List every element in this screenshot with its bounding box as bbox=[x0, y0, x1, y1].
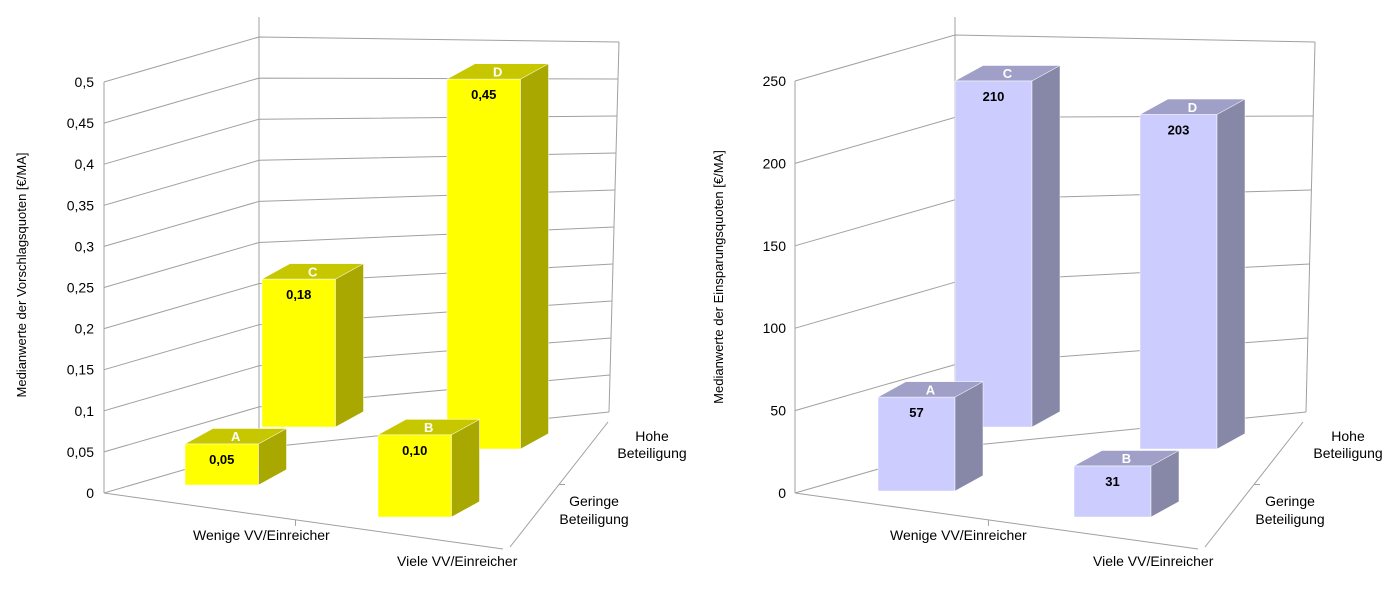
y-axis-label: Medianwerte der Einsparungsquoten [€/MA] bbox=[711, 150, 726, 404]
bar-value-label: 0,05 bbox=[209, 452, 234, 467]
y-axis-label: Medianwerte der Vorschlagsquoten [€/MA] bbox=[14, 153, 29, 398]
bar-front-face bbox=[1139, 114, 1218, 450]
depth-category-label-line2: Beteiligung bbox=[559, 511, 628, 527]
bar-category-label: C bbox=[308, 264, 318, 279]
bar-category-label: B bbox=[424, 420, 433, 435]
y-tick-label: 150 bbox=[763, 238, 787, 254]
bar-D: D 203 bbox=[1139, 98, 1246, 450]
bar-A: A57 bbox=[877, 381, 984, 492]
bar-D: D 0,45 bbox=[446, 63, 549, 450]
y-tick-label: 0,35 bbox=[67, 197, 94, 213]
bar-value-label: 57 bbox=[909, 405, 923, 420]
bar-value-label: 31 bbox=[1105, 474, 1119, 489]
bar-category-label: B bbox=[1122, 451, 1131, 466]
bar-top-face bbox=[1139, 98, 1246, 115]
bar-side-face bbox=[335, 263, 364, 428]
bar-C: C 210 bbox=[954, 65, 1061, 428]
y-tick-label: 0,4 bbox=[75, 156, 95, 172]
bar-value-label: 0,18 bbox=[286, 287, 311, 302]
y-tick-label: 0,05 bbox=[67, 444, 94, 460]
bar-side-face bbox=[954, 381, 984, 492]
y-tick-label: 0,2 bbox=[75, 321, 95, 337]
depth-category-label-line1: Geringe bbox=[569, 493, 619, 509]
bar-category-label: D bbox=[493, 64, 502, 79]
bar-side-face bbox=[1031, 65, 1061, 428]
right-wall-edge bbox=[1305, 41, 1316, 413]
bar-front-face bbox=[446, 78, 521, 450]
bar-front-face bbox=[954, 80, 1033, 428]
depth-category-label-line1: Hohe bbox=[635, 428, 669, 444]
bar-top-face bbox=[377, 419, 480, 436]
x-category-label: Wenige VV/Einreicher bbox=[193, 527, 330, 543]
bar-top-face bbox=[954, 65, 1061, 82]
bar-value-label: 0,45 bbox=[471, 87, 496, 102]
y-tick-label: 0,3 bbox=[75, 238, 95, 254]
y-tick-label: 200 bbox=[763, 155, 787, 171]
y-tick-label: 0,15 bbox=[67, 362, 94, 378]
bar-top-face bbox=[184, 428, 287, 445]
x-axis-line bbox=[794, 492, 1199, 550]
y-tick-label: 50 bbox=[770, 403, 786, 419]
bar-top-face bbox=[446, 63, 549, 80]
chart-einsparungsquoten: 0 50 100 150 200 250 Medianwerte der Einsparun… bbox=[711, 17, 1383, 569]
bar-category-label: C bbox=[1003, 66, 1013, 81]
bar-side-face bbox=[451, 418, 480, 518]
bar-B: B31 bbox=[1073, 450, 1180, 518]
bar-side-face bbox=[1216, 98, 1246, 450]
x-category-label: Viele VV/Einreicher bbox=[1093, 553, 1214, 569]
depth-category-label-line1: Hohe bbox=[1331, 428, 1365, 444]
bar-C: C 0,18 bbox=[261, 263, 364, 428]
y-tick-label: 0 bbox=[86, 485, 94, 501]
y-tick-label: 0,5 bbox=[75, 74, 95, 90]
y-tick-label: 0 bbox=[778, 485, 786, 501]
depth-category-label-line2: Beteiligung bbox=[617, 445, 686, 461]
x-category-label: Viele VV/Einreicher bbox=[397, 553, 518, 569]
bar-category-label: A bbox=[926, 382, 936, 397]
y-tick-label: 0,25 bbox=[67, 280, 94, 296]
bar-top-face bbox=[877, 381, 984, 398]
depth-category-label-line1: Geringe bbox=[1265, 493, 1315, 509]
right-wall-edge bbox=[608, 41, 620, 413]
x-category-label: Wenige VV/Einreicher bbox=[890, 527, 1027, 543]
bar-value-label: 210 bbox=[983, 89, 1005, 104]
y-tick-label: 250 bbox=[763, 73, 787, 89]
bar-side-face bbox=[520, 63, 549, 450]
bar-top-face bbox=[261, 263, 364, 280]
chart-vorschlagsquoten: 0 0,05 0,1 0,15 0,2 0,25 0,3 0,35 0,4 0,45 0,5 Medi… bbox=[14, 17, 687, 569]
depth-category-label-line2: Beteiligung bbox=[1255, 511, 1324, 527]
bar-B: B 0,10 bbox=[377, 418, 480, 518]
y-tick-label: 100 bbox=[763, 320, 787, 336]
bar-category-label: D bbox=[1188, 100, 1197, 115]
depth-category-label-line2: Beteiligung bbox=[1313, 445, 1382, 461]
bar-value-label: 203 bbox=[1168, 122, 1190, 137]
bar-top-face bbox=[1073, 450, 1180, 467]
y-tick-label: 0,1 bbox=[75, 403, 95, 419]
x-axis-line bbox=[103, 492, 504, 550]
bar-A: A 0,05 bbox=[184, 428, 287, 486]
bar-category-label: A bbox=[231, 429, 241, 444]
y-tick-label: 0,45 bbox=[67, 115, 94, 131]
bar-value-label: 0,10 bbox=[402, 443, 427, 458]
